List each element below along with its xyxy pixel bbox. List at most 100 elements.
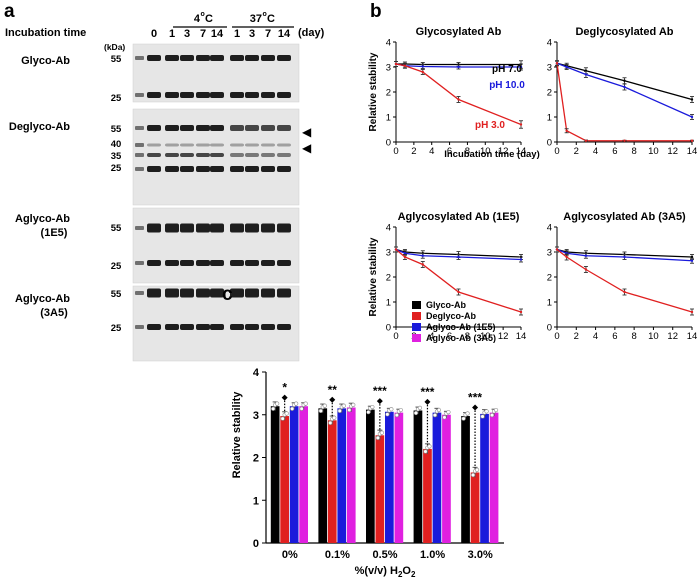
replicate-point bbox=[290, 406, 295, 411]
protein-band bbox=[277, 143, 291, 147]
ladder-band bbox=[135, 226, 144, 230]
series-ph-7-0 bbox=[555, 60, 694, 103]
data-point bbox=[690, 255, 694, 259]
lane-time-labels: 0 1 3 7 14 1 3 7 14 bbox=[151, 28, 291, 40]
protein-band bbox=[230, 260, 244, 266]
data-point bbox=[584, 268, 588, 271]
y-tick-label: 4 bbox=[547, 223, 552, 234]
series-ph-3-0 bbox=[555, 60, 694, 142]
kda-marker: 55 bbox=[111, 54, 122, 65]
protein-band bbox=[165, 288, 179, 298]
protein-band bbox=[261, 92, 275, 98]
data-point bbox=[623, 139, 626, 142]
protein-band bbox=[210, 324, 224, 330]
kda-marker: 40 bbox=[111, 139, 122, 150]
lane-time-label: 3 bbox=[249, 28, 255, 40]
data-point bbox=[403, 255, 407, 259]
svg-text:37: 37 bbox=[250, 13, 262, 25]
data-point bbox=[623, 290, 626, 294]
protein-band bbox=[261, 55, 275, 61]
protein-band bbox=[180, 153, 194, 157]
y-tick-label: 1 bbox=[386, 113, 391, 124]
x-tick-label: 12 bbox=[498, 146, 509, 157]
replicate-point bbox=[271, 406, 276, 411]
protein-band bbox=[196, 55, 210, 61]
y-tick-label: 3 bbox=[253, 410, 259, 422]
y-tick-label: 3 bbox=[386, 248, 391, 259]
lane-time-label: 14 bbox=[211, 28, 224, 40]
x-tick-label: 0 bbox=[393, 331, 398, 342]
y-tick-label: 0 bbox=[547, 138, 552, 149]
protein-band bbox=[210, 92, 224, 98]
day-label: (day) bbox=[298, 27, 325, 39]
bar-group-0-5pct: *** 0.5% bbox=[366, 384, 404, 561]
line-chart-y-axis-label: Relative stability bbox=[368, 52, 379, 131]
data-point bbox=[584, 139, 588, 142]
protein-band bbox=[147, 324, 161, 330]
protein-band bbox=[196, 166, 210, 172]
protein-band bbox=[165, 324, 179, 330]
replicate-point bbox=[480, 414, 485, 419]
replicate-point bbox=[294, 401, 299, 406]
protein-band bbox=[210, 166, 224, 172]
data-point bbox=[690, 98, 694, 101]
incubation-time-label: Incubation time bbox=[5, 27, 86, 39]
protein-band bbox=[230, 92, 244, 98]
ladder-band bbox=[135, 261, 144, 265]
bar-group-0-1pct: ** 0.1% bbox=[318, 383, 356, 561]
data-point bbox=[623, 85, 626, 89]
replicate-point bbox=[337, 408, 342, 414]
protein-band bbox=[261, 223, 275, 233]
protein-band bbox=[277, 125, 291, 131]
kda-marker: 35 bbox=[111, 151, 122, 162]
bar bbox=[270, 406, 280, 543]
protein-band bbox=[277, 260, 291, 266]
protein-band bbox=[277, 92, 291, 98]
bar bbox=[413, 410, 423, 543]
svg-text:C: C bbox=[205, 13, 213, 25]
protein-band bbox=[147, 223, 161, 233]
ladder-band bbox=[135, 291, 144, 295]
x-tick-label: 2 bbox=[574, 146, 579, 157]
significance-stars: *** bbox=[468, 390, 482, 404]
bar bbox=[461, 416, 470, 543]
arrowhead-deglyco-chain: ◀ bbox=[302, 141, 312, 155]
x-tick-label: 4 bbox=[429, 331, 434, 342]
protein-band bbox=[196, 288, 210, 298]
protein-band bbox=[180, 55, 194, 61]
bar bbox=[480, 413, 489, 543]
panel-a-letter: a bbox=[4, 1, 15, 22]
data-point bbox=[565, 65, 568, 69]
protein-band bbox=[210, 223, 224, 233]
protein-band bbox=[210, 260, 224, 266]
protein-band bbox=[245, 55, 259, 61]
legend-swatch bbox=[412, 312, 421, 320]
bar bbox=[299, 406, 308, 543]
protein-band bbox=[196, 223, 210, 233]
x-tick-label: 8 bbox=[631, 331, 636, 342]
replicate-point bbox=[427, 444, 432, 449]
line-chart-y-axis-label-lower: Relative stability bbox=[368, 237, 379, 316]
bar bbox=[470, 472, 480, 543]
legend-label: Aglyco-Ab (3A5) bbox=[426, 333, 496, 343]
protein-band bbox=[165, 223, 179, 233]
protein-band bbox=[245, 143, 259, 147]
blot-sample-label: Aglyco-Ab bbox=[15, 293, 70, 305]
data-point bbox=[690, 310, 694, 314]
data-point bbox=[555, 62, 559, 65]
x-tick-label: 0 bbox=[393, 146, 398, 157]
protein-band bbox=[196, 260, 210, 266]
series-ph-10-0 bbox=[555, 246, 694, 264]
significance-diamond bbox=[472, 404, 479, 411]
ladder-band bbox=[135, 56, 144, 60]
line-chart-title: Glycosylated Ab bbox=[416, 26, 502, 38]
replicate-point bbox=[484, 409, 489, 414]
protein-band bbox=[147, 143, 161, 147]
protein-band bbox=[277, 223, 291, 233]
protein-band bbox=[210, 288, 224, 298]
protein-band bbox=[180, 92, 194, 98]
